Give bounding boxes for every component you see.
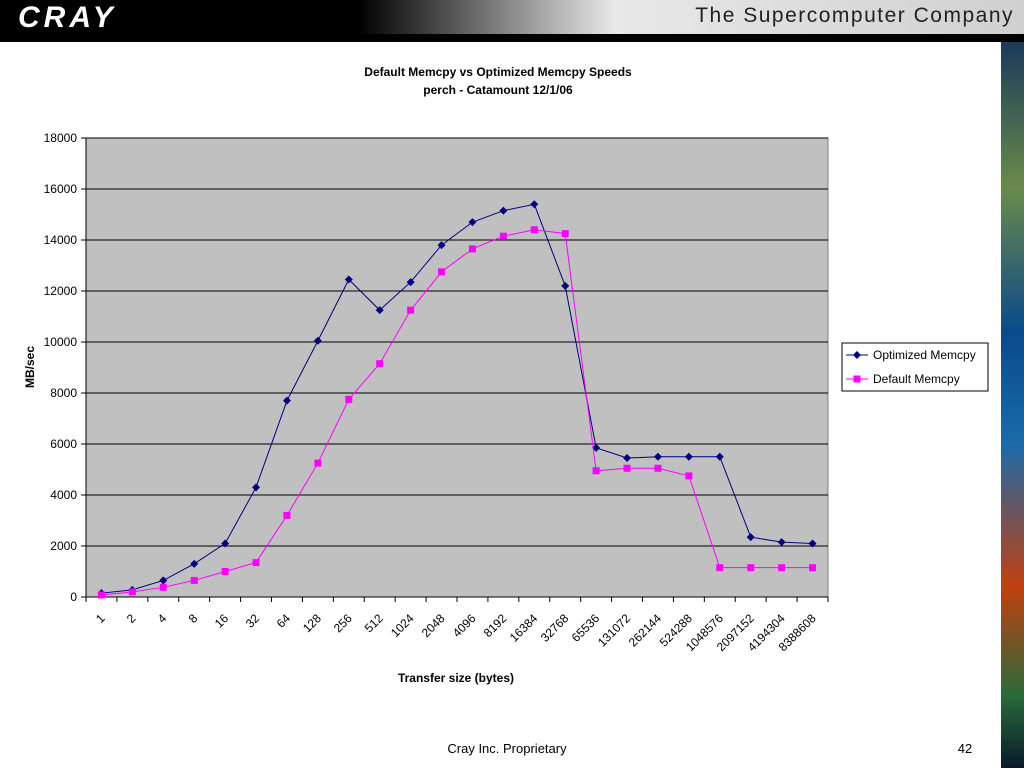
page-number: 42 <box>958 741 972 756</box>
header-rule <box>0 34 1024 42</box>
y-tick-label: 18000 <box>44 131 78 145</box>
x-tick-label: 262144 <box>626 611 664 649</box>
data-point <box>777 538 786 547</box>
data-point <box>653 452 662 461</box>
data-point <box>654 464 662 472</box>
x-tick-label: 32768 <box>538 611 572 645</box>
data-point <box>282 396 291 405</box>
data-point <box>252 559 260 567</box>
data-point <box>685 472 693 480</box>
data-point <box>746 533 755 542</box>
x-tick-label: 512 <box>362 611 386 635</box>
data-point <box>190 559 199 568</box>
data-point <box>159 583 167 591</box>
x-tick-label: 1 <box>93 611 108 626</box>
data-point <box>345 395 353 403</box>
x-tick-label: 4096 <box>450 611 479 640</box>
x-tick-label: 64 <box>274 611 294 631</box>
y-tick-label: 12000 <box>44 284 78 298</box>
legend-label: Optimized Memcpy <box>873 348 976 362</box>
data-point <box>159 576 168 585</box>
data-point <box>530 200 539 209</box>
data-point <box>406 278 415 287</box>
data-point <box>530 226 538 234</box>
legend-marker <box>853 375 861 383</box>
data-point <box>468 218 477 227</box>
data-point <box>221 568 229 575</box>
x-axis-label: Transfer size (bytes) <box>398 671 514 685</box>
x-tick-label: 131072 <box>595 611 633 649</box>
data-point <box>221 539 230 548</box>
x-tick-label: 8 <box>186 611 201 626</box>
data-point <box>592 443 601 452</box>
data-point <box>375 306 384 315</box>
chart-title: Default Memcpy vs Optimized Memcpy Speed… <box>364 65 632 79</box>
data-point <box>283 511 291 519</box>
data-point <box>808 539 817 548</box>
data-point <box>97 591 105 599</box>
footer-text: Cray Inc. Proprietary <box>447 741 567 756</box>
data-point <box>314 459 322 467</box>
data-point <box>437 241 446 250</box>
data-point <box>407 306 415 314</box>
series-line <box>101 203 813 594</box>
x-tick-label: 16 <box>212 611 232 631</box>
side-image <box>1001 42 1024 768</box>
y-tick-label: 14000 <box>44 233 78 247</box>
x-tick-label: 1024 <box>388 611 417 640</box>
data-point <box>128 588 136 596</box>
x-tick-label: 16384 <box>507 611 541 645</box>
header-bar <box>0 0 1024 34</box>
y-tick-label: 2000 <box>50 539 77 553</box>
chart-subtitle: perch - Catamount 12/1/06 <box>423 83 573 97</box>
data-point <box>499 206 508 215</box>
data-point <box>623 464 631 472</box>
data-point <box>468 245 476 253</box>
data-point <box>313 336 322 345</box>
plot-area <box>85 137 829 598</box>
logo: CRAY <box>18 1 117 34</box>
data-point <box>438 268 446 276</box>
x-tick-label: 256 <box>331 611 355 635</box>
legend-label: Default Memcpy <box>873 372 960 386</box>
y-tick-label: 4000 <box>50 488 77 502</box>
data-point <box>592 467 600 475</box>
data-point <box>684 452 693 461</box>
data-point <box>561 281 570 290</box>
legend-box <box>841 342 989 392</box>
data-point <box>499 232 507 240</box>
data-point <box>623 454 632 463</box>
data-point <box>376 360 384 368</box>
data-point <box>190 576 198 584</box>
data-point <box>809 564 817 572</box>
data-point <box>747 564 755 572</box>
x-tick-label: 32 <box>243 611 263 631</box>
x-tick-label: 8192 <box>481 611 510 640</box>
data-point <box>561 230 569 238</box>
y-tick-label: 0 <box>70 590 77 604</box>
data-point <box>344 275 353 284</box>
data-point <box>715 452 724 461</box>
x-tick-label: 4 <box>155 611 170 626</box>
x-tick-label: 128 <box>300 611 324 635</box>
data-point <box>716 564 724 572</box>
tagline: The Supercomputer Company <box>695 4 1014 27</box>
y-tick-label: 6000 <box>50 437 77 451</box>
x-tick-label: 2 <box>124 611 139 626</box>
x-tick-label: 2048 <box>419 611 448 640</box>
y-axis-label: MB/sec <box>23 346 37 388</box>
data-point <box>252 483 261 492</box>
series-line <box>101 229 813 596</box>
y-tick-label: 10000 <box>44 335 78 349</box>
y-tick-label: 8000 <box>50 386 77 400</box>
data-point <box>778 564 786 572</box>
legend-marker <box>853 351 861 359</box>
y-tick-label: 16000 <box>44 182 78 196</box>
